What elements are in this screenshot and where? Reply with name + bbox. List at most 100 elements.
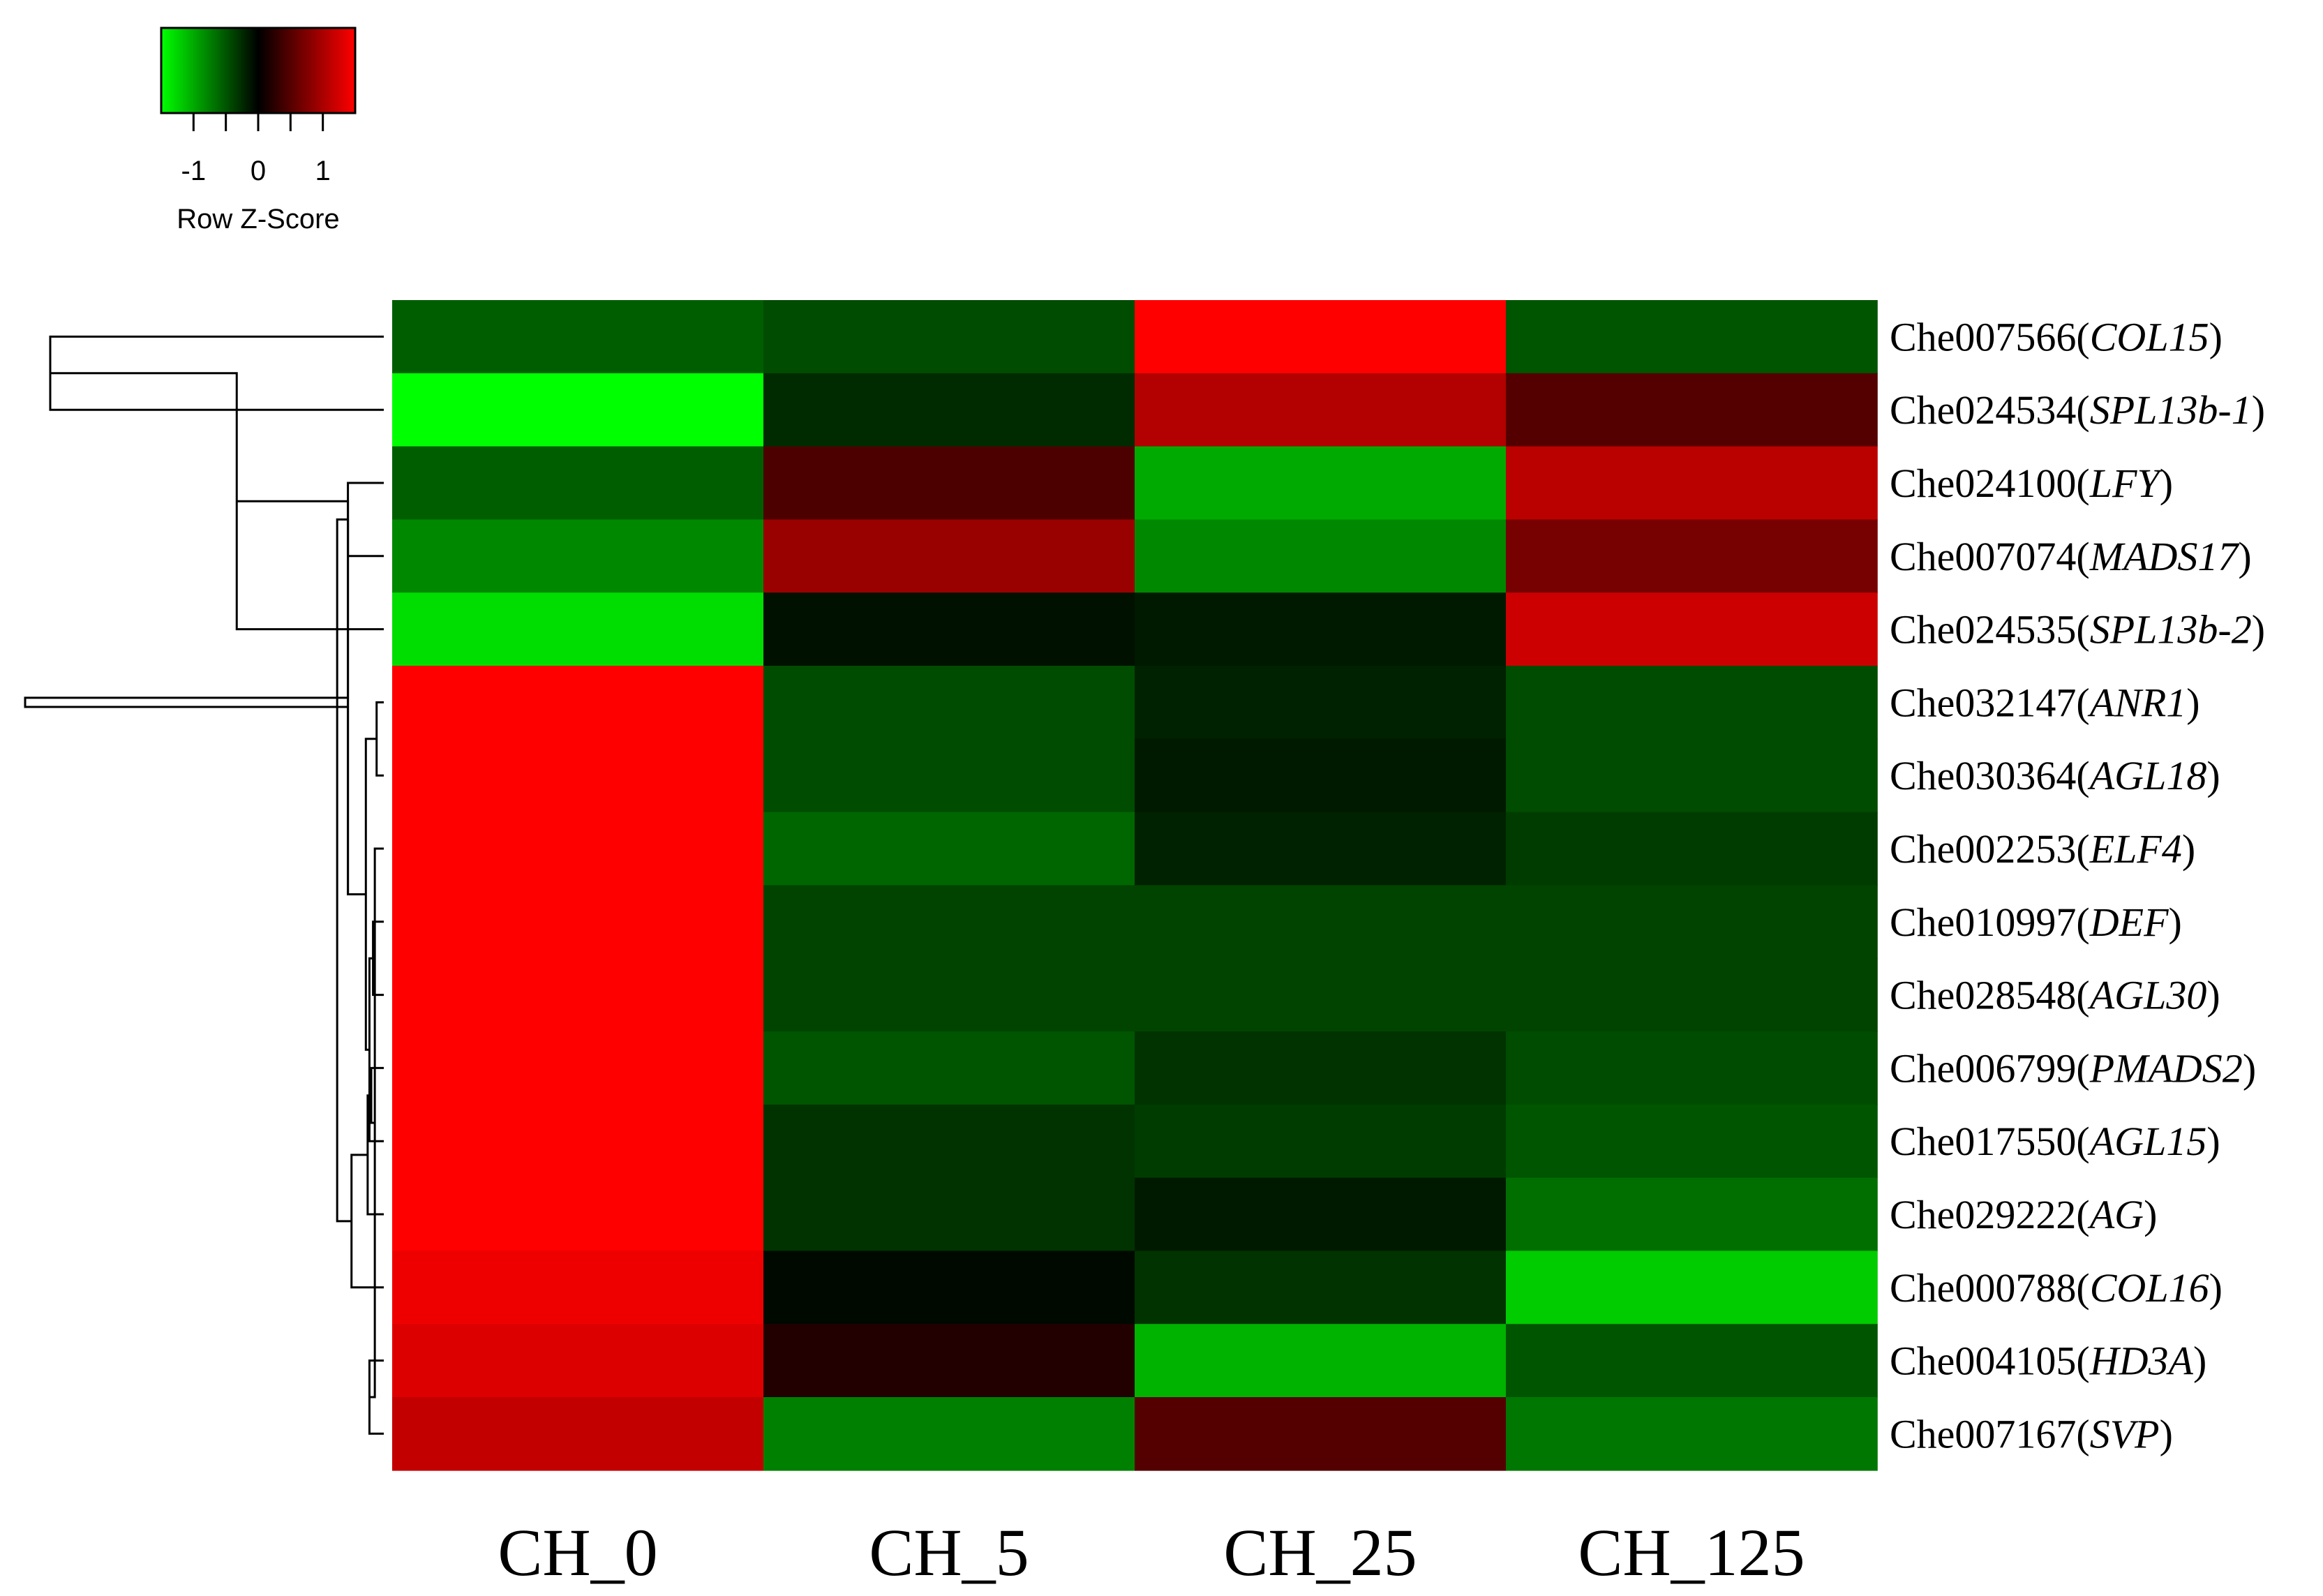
heatmap-cell <box>763 300 1135 374</box>
row-labels: Che007566(COL15) Che024534(SPL13b-1) Che02… <box>1890 314 2265 1456</box>
heatmap-cell <box>1135 519 1507 593</box>
heatmap-cell <box>1506 1397 1878 1471</box>
row-label: Che028548(AGL30) <box>1890 973 2220 1018</box>
dendrogram-branch <box>24 696 348 708</box>
color-key-ticks: -1 0 1 <box>181 113 331 186</box>
dendrogram-branch <box>347 482 384 558</box>
heatmap-cell <box>392 1177 764 1252</box>
heatmap-cell <box>1506 373 1878 447</box>
row-label: Che000788(COL16) <box>1890 1265 2223 1311</box>
heatmap-cell <box>1506 885 1878 959</box>
column-label: CH_5 <box>869 1515 1029 1590</box>
column-label: CH_0 <box>498 1515 657 1590</box>
row-label: Che032147(ANR1) <box>1890 680 2200 725</box>
dendrogram-branch <box>347 519 366 895</box>
heatmap-cell <box>1506 446 1878 521</box>
heatmap-cell <box>1135 300 1507 374</box>
heatmap-cell <box>392 1031 764 1105</box>
heatmap-cell <box>1506 738 1878 813</box>
heatmap-cell <box>763 1104 1135 1179</box>
heatmap-cell <box>763 1031 1135 1105</box>
color-key: -1 0 1 Row Z-Score <box>160 27 357 234</box>
heatmap-cell <box>392 666 764 740</box>
heatmap-cell <box>1506 1177 1878 1252</box>
heatmap-cell <box>763 812 1135 886</box>
heatmap-cell <box>1506 592 1878 666</box>
heatmap-cell <box>1135 592 1507 666</box>
heatmap-cell <box>1506 666 1878 740</box>
heatmap-cell <box>1135 958 1507 1032</box>
heatmap-cell <box>763 1324 1135 1398</box>
heatmap-cell <box>1135 738 1507 813</box>
heatmap-cell <box>763 666 1135 740</box>
heatmap-cell <box>1135 1177 1507 1252</box>
row-label: Che006799(PMADS2) <box>1890 1045 2256 1091</box>
heatmap-cell <box>1135 1397 1507 1471</box>
heatmap-cell <box>763 1177 1135 1252</box>
heatmap-cell <box>1506 1031 1878 1105</box>
heatmap-cell <box>1506 1104 1878 1179</box>
row-label: Che004105(HD3A) <box>1890 1338 2206 1384</box>
row-label: Che007167(SVP) <box>1890 1411 2173 1456</box>
heatmap-cell <box>392 1251 764 1325</box>
heatmap-cell <box>763 519 1135 593</box>
heatmap-cell <box>1135 446 1507 521</box>
heatmap-cell <box>392 373 764 447</box>
column-label: CH_25 <box>1223 1515 1417 1590</box>
heatmap-cell <box>763 1251 1135 1325</box>
heatmap-cell <box>763 373 1135 447</box>
heatmap-cell <box>1506 958 1878 1032</box>
dendrogram-branch <box>336 518 352 1223</box>
heatmap-cell <box>1506 1324 1878 1398</box>
heatmap-cell <box>763 1397 1135 1471</box>
row-label: Che007074(MADS17) <box>1890 534 2252 579</box>
column-labels: CH_0 CH_5 CH_25 CH_125 <box>498 1515 1805 1590</box>
row-label: Che010997(DEF) <box>1890 900 2182 945</box>
color-key-tick-label: -1 <box>181 156 207 186</box>
column-label: CH_125 <box>1578 1515 1805 1590</box>
color-key-tick-label: 0 <box>251 156 266 186</box>
row-dendrogram <box>24 335 384 1435</box>
color-key-bar <box>160 27 357 114</box>
heatmap-cell <box>392 1104 764 1179</box>
heatmap-cell <box>763 446 1135 521</box>
color-key-tick-label: 1 <box>315 156 331 186</box>
row-label: Che024534(SPL13b-1) <box>1890 387 2265 433</box>
row-label: Che029222(AG) <box>1890 1192 2157 1237</box>
heatmap-cell <box>1135 373 1507 447</box>
heatmap-cells <box>392 300 1878 1471</box>
heatmap-cell <box>1135 1251 1507 1325</box>
heatmap-cell <box>392 812 764 886</box>
heatmap-cell <box>1506 519 1878 593</box>
heatmap-cell <box>1506 812 1878 886</box>
row-label: Che030364(AGL18) <box>1890 753 2220 798</box>
heatmap-cell <box>763 885 1135 959</box>
heatmap-cell <box>1135 1104 1507 1179</box>
heatmap-cell <box>1135 885 1507 959</box>
heatmap-cell <box>1506 1251 1878 1325</box>
heatmap-cell <box>1135 1324 1507 1398</box>
heatmap-cell <box>763 958 1135 1032</box>
row-label: Che007566(COL15) <box>1890 314 2223 359</box>
heatmap-cell <box>392 300 764 374</box>
heatmap-cell <box>763 738 1135 813</box>
heatmap-cell <box>1135 666 1507 740</box>
heatmap-cell <box>1135 812 1507 886</box>
heatmap-cell <box>392 519 764 593</box>
heatmap-cell <box>392 958 764 1032</box>
heatmap-cell <box>392 1397 764 1471</box>
row-label: Che024535(SPL13b-2) <box>1890 607 2265 652</box>
dendrogram-branch <box>370 1066 384 1124</box>
color-key-title: Row Z-Score <box>177 204 339 234</box>
heatmap-cell <box>392 738 764 813</box>
heatmap-cell <box>763 592 1135 666</box>
heatmap-cell <box>1135 1031 1507 1105</box>
row-label: Che002253(ELF4) <box>1890 826 2195 872</box>
heatmap-cell <box>392 446 764 521</box>
dendrogram-branch <box>375 701 384 777</box>
heatmap-cell <box>1506 300 1878 374</box>
heatmap-cell <box>392 1324 764 1398</box>
heatmap-cell <box>392 885 764 959</box>
heatmap-cell <box>392 592 764 666</box>
